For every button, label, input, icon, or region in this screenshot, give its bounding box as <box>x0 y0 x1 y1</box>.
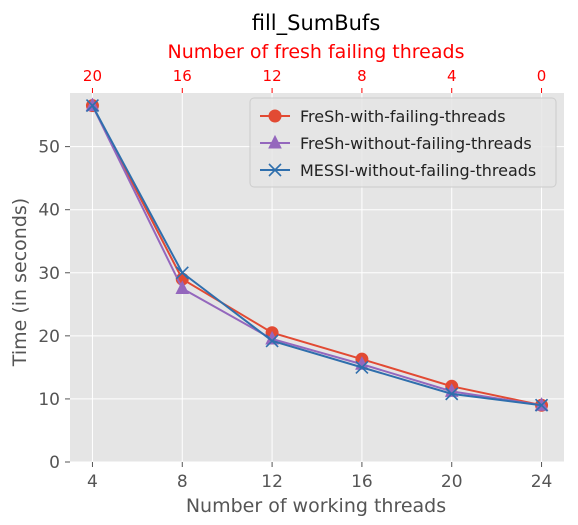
top-x-tick-label: 12 <box>263 67 282 85</box>
series-line <box>91 105 542 407</box>
data-point <box>175 280 190 295</box>
x-tick-label: 24 <box>531 472 553 492</box>
top-x-tick-label: 20 <box>83 67 102 85</box>
top-x-axis-label: Number of fresh failing threads <box>168 41 465 63</box>
legend-item: FreSh-without-failing-threads <box>260 134 532 153</box>
marker-stroke <box>268 163 282 177</box>
legend-marker <box>268 134 282 149</box>
series-3 <box>85 99 549 412</box>
series-line <box>91 105 542 407</box>
data-point <box>534 398 549 412</box>
legend-box <box>249 97 557 188</box>
chart-title: fill_SumBufs <box>252 11 381 36</box>
y-tick-label: 40 <box>38 201 60 221</box>
marker-stroke <box>175 266 189 280</box>
y-tick-label: 50 <box>38 138 60 158</box>
y-tick-label: 10 <box>38 390 60 410</box>
x-tick-label: 4 <box>87 472 98 492</box>
legend-marker <box>268 109 282 123</box>
data-point <box>175 266 189 280</box>
x-tick-label: 16 <box>351 472 373 492</box>
legend: FreSh-with-failing-threads FreSh-without-… <box>249 97 557 188</box>
y-tick-label: 20 <box>38 327 60 347</box>
series-line <box>91 105 542 407</box>
data-point <box>265 334 279 348</box>
legend-item: MESSI-without-failing-threads <box>260 161 536 180</box>
x-tick-label: 20 <box>441 472 463 492</box>
data-point <box>355 360 369 374</box>
legend-label: MESSI-without-failing-threads <box>300 161 536 180</box>
x-tick-label: 8 <box>177 472 188 492</box>
top-x-tick-label: 16 <box>173 67 192 85</box>
series-layer <box>85 97 549 412</box>
marker-stroke <box>445 387 459 401</box>
x-tick-label: 12 <box>261 472 283 492</box>
tick-layer: 4 20 8 16 12 12 16 8 20 4 24 0 0 10 20 30 40 50 <box>38 67 552 492</box>
legend-item: FreSh-with-failing-threads <box>260 107 506 126</box>
legend-label: FreSh-without-failing-threads <box>300 134 532 153</box>
data-point <box>445 387 459 401</box>
top-x-tick-label: 0 <box>537 67 547 85</box>
data-point <box>85 99 100 113</box>
marker-stroke <box>534 398 549 412</box>
legend-marker <box>268 163 282 177</box>
x-axis-label: Number of working threads <box>186 495 446 517</box>
marker-stroke <box>355 360 369 374</box>
y-axis-label: Time (in seconds) <box>9 198 31 367</box>
top-x-tick-label: 4 <box>447 67 457 85</box>
top-x-tick-label: 8 <box>357 67 367 85</box>
marker-stroke <box>85 99 100 113</box>
y-tick-label: 0 <box>49 453 60 473</box>
y-tick-label: 30 <box>38 264 60 284</box>
legend-label: FreSh-with-failing-threads <box>300 107 506 126</box>
marker-stroke <box>265 334 279 348</box>
